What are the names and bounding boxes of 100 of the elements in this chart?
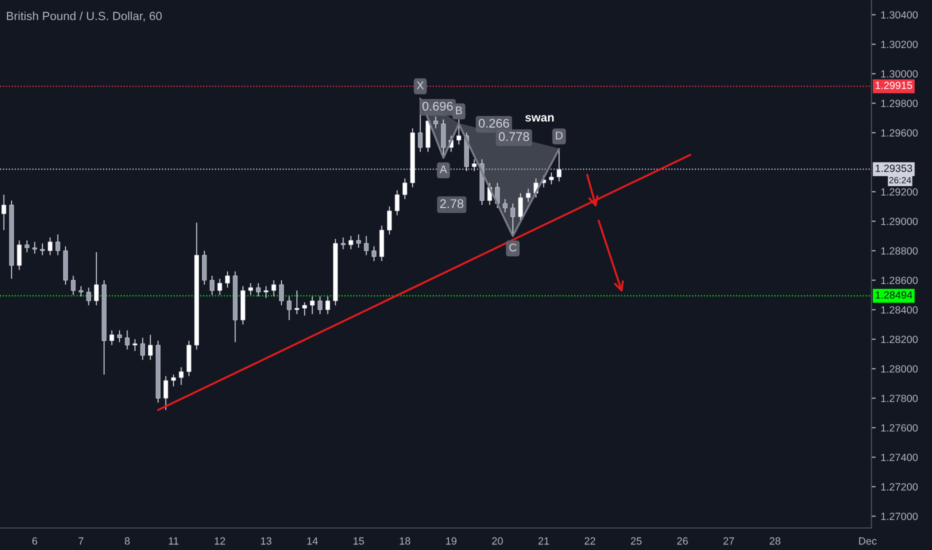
x-tick-label: 26 xyxy=(677,537,688,545)
candlestick xyxy=(286,296,292,321)
candlestick xyxy=(70,275,76,296)
y-tick-label: 1.30200 xyxy=(881,40,918,48)
candlestick xyxy=(387,206,392,235)
candlestick xyxy=(171,374,176,387)
y-tick-label: 1.27600 xyxy=(881,424,918,432)
annotation: B xyxy=(456,106,462,114)
x-tick-label: 8 xyxy=(124,537,130,545)
candlestick xyxy=(32,241,38,254)
y-tick-label: 1.29000 xyxy=(881,218,918,226)
candlestick xyxy=(210,275,214,296)
text: British Pound / U.S. Dollar, 60 xyxy=(6,12,162,22)
annotation: 0.778 xyxy=(498,132,530,142)
y-tick-label: 1.28000 xyxy=(881,365,918,373)
y-tick-label: 1.27800 xyxy=(881,394,918,402)
annotation: A xyxy=(440,166,448,174)
x-tick-label: 6 xyxy=(32,537,38,545)
candlestick xyxy=(271,280,276,297)
candlestick xyxy=(16,240,22,270)
x-tick-label: 28 xyxy=(770,537,780,545)
candlestick xyxy=(86,287,92,306)
x-tick-label: 21 xyxy=(538,537,549,545)
y-tick-label: 1.29600 xyxy=(881,129,918,137)
candlestick xyxy=(56,234,60,256)
candlestick xyxy=(526,188,531,203)
candlestick xyxy=(132,338,138,352)
x-tick-label: Dec xyxy=(859,537,877,545)
ref-line-label: 1.29915 xyxy=(876,82,912,90)
x-tick-label: 18 xyxy=(400,537,410,545)
candlestick xyxy=(225,270,230,288)
candlestick xyxy=(264,286,268,298)
candlestick xyxy=(510,203,516,236)
candlestick xyxy=(318,296,322,315)
ref-line-label: 1.28494 xyxy=(876,291,912,299)
candlestick xyxy=(302,302,307,316)
candlestick xyxy=(24,240,30,253)
x-tick-label: 25 xyxy=(630,537,642,545)
candlestick xyxy=(364,235,369,256)
candlestick xyxy=(348,235,354,250)
candlestick xyxy=(109,330,114,346)
annotation: C xyxy=(509,244,516,252)
y-tick-label: 1.27200 xyxy=(881,483,918,491)
y-tick-label: 1.29800 xyxy=(881,100,918,108)
x-tick-label: 13 xyxy=(261,537,272,545)
y-tick-label: 1.29200 xyxy=(881,188,918,196)
candlestick xyxy=(279,280,284,306)
annotation: 0.266 xyxy=(478,118,510,128)
y-tick-label: 1.28800 xyxy=(881,247,918,255)
candlestick xyxy=(148,334,153,360)
candlestick xyxy=(294,290,300,315)
candlestick xyxy=(549,172,554,185)
x-tick-label: 19 xyxy=(446,537,456,545)
y-tick-label: 1.27000 xyxy=(881,512,918,520)
x-tick-label: 14 xyxy=(307,537,318,545)
candlestick xyxy=(140,337,145,360)
candlestick xyxy=(310,296,315,315)
text: 26:24 xyxy=(889,177,912,184)
candlestick xyxy=(394,190,400,216)
y-tick-label: 1.30400 xyxy=(881,11,918,19)
ref-line-label: 1.29353 xyxy=(876,164,912,172)
candlestick xyxy=(163,376,168,410)
annotation: X xyxy=(416,82,424,90)
candlestick xyxy=(256,282,261,297)
annotation: 2.78 xyxy=(440,199,464,208)
x-tick-label: 12 xyxy=(214,537,226,545)
x-tick-label: 11 xyxy=(168,537,178,545)
x-tick-label: 15 xyxy=(354,537,364,545)
y-tick-label: 1.28200 xyxy=(881,336,918,344)
x-tick-label: 7 xyxy=(78,537,84,545)
candlestick xyxy=(502,198,508,213)
candlestick xyxy=(325,296,330,315)
x-tick-label: 22 xyxy=(584,537,596,545)
candlestick xyxy=(124,330,130,350)
annotation: swan xyxy=(525,115,554,122)
y-tick-label: 1.30000 xyxy=(881,70,918,78)
candlestick xyxy=(94,252,99,306)
annotation: D xyxy=(556,132,563,140)
y-tick-label: 1.28400 xyxy=(881,306,918,314)
candlestick xyxy=(372,246,376,262)
y-tick-label: 1.28600 xyxy=(881,276,918,284)
candlestick xyxy=(248,282,253,296)
candlestick xyxy=(2,194,6,231)
candlestick xyxy=(472,158,477,172)
y-tick-label: 1.27400 xyxy=(881,454,918,462)
candlestick xyxy=(217,278,222,296)
annotation: 0.696 xyxy=(422,102,453,111)
candlestick xyxy=(78,286,84,297)
candlestick xyxy=(433,116,438,129)
candlestick xyxy=(178,366,184,386)
candlestick xyxy=(48,236,52,256)
x-tick-label: 27 xyxy=(723,537,734,545)
candlestick xyxy=(117,330,122,343)
candlestick xyxy=(40,242,45,256)
candlestick xyxy=(356,234,361,248)
candlestick xyxy=(456,118,462,146)
x-tick-label: 20 xyxy=(492,537,503,545)
candlestick xyxy=(340,236,346,250)
candlestick xyxy=(402,178,408,200)
candlestick xyxy=(518,192,523,222)
